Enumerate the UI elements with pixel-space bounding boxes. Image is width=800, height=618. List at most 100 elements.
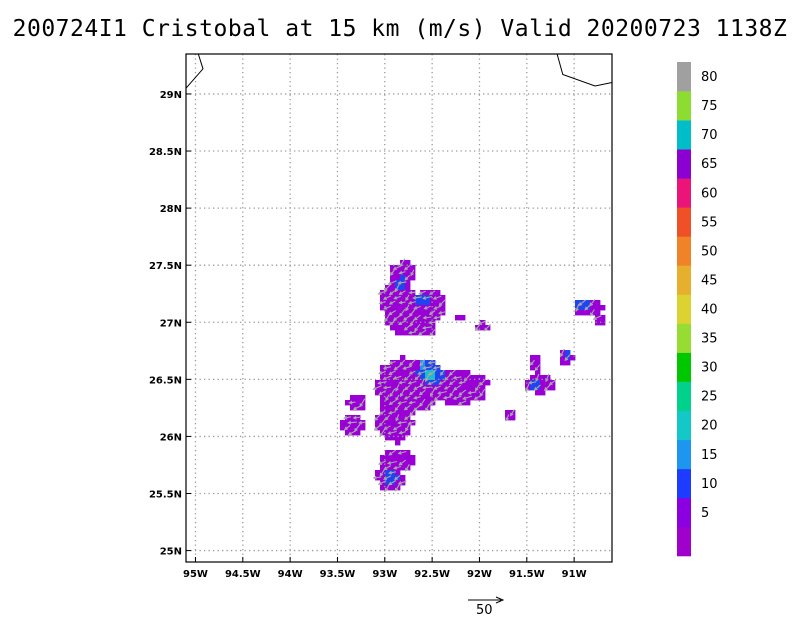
wind-arrow [474, 384, 480, 392]
wind-speed-cell [415, 310, 421, 316]
wind-arrow [433, 385, 441, 390]
wind-speed-cell [420, 320, 426, 326]
wind-arrow [395, 384, 400, 392]
wind-speed-cell [570, 355, 576, 361]
wind-arrow [529, 359, 535, 366]
wind-arrow [372, 475, 382, 480]
wind-arrow [386, 460, 398, 465]
wind-arrow [398, 300, 406, 305]
wind-speed-cell [410, 460, 416, 466]
wind-speed-cell [465, 380, 471, 386]
wind-speed-cell [560, 355, 566, 361]
wind-arrow [419, 398, 426, 407]
wind-speed-cell [400, 305, 406, 311]
wind-speed-cell [430, 325, 436, 331]
wind-speed-cell [355, 400, 361, 406]
wind-arrow [534, 364, 541, 372]
wind-speed-cell [395, 390, 401, 396]
wind-speed-cell [440, 305, 446, 311]
wind-arrow [418, 389, 426, 396]
wind-speed-cell [405, 360, 411, 366]
wind-speed-cell [530, 365, 536, 371]
wind-arrow [409, 308, 416, 317]
wind-arrow [405, 294, 410, 302]
wind-arrow [403, 395, 411, 400]
wind-speed-cell [530, 355, 536, 361]
wind-arrow [403, 324, 411, 331]
wind-arrow [429, 329, 436, 337]
wind-speed-cell [465, 390, 471, 396]
colorbar-segment [677, 410, 691, 441]
wind-speed-cell [400, 415, 406, 421]
wind-arrow [399, 359, 406, 366]
wind-speed-cell [400, 375, 406, 381]
colorbar-label: 35 [701, 332, 718, 347]
wind-speed-cell [385, 405, 391, 411]
wind-arrow [399, 258, 406, 268]
wind-speed-cell [380, 295, 386, 301]
wind-speed-cell [560, 360, 566, 366]
wind-speed-cell [410, 315, 416, 321]
wind-speed-cell [405, 285, 411, 291]
y-tick-label: 27.5N [149, 261, 182, 272]
wind-speed-cell [345, 430, 351, 436]
wind-arrow [509, 409, 515, 417]
wind-speed-cell [475, 390, 481, 396]
wind-speed-cell [375, 380, 381, 386]
wind-arrow [443, 385, 451, 390]
wind-arrow [427, 369, 437, 376]
x-tick-label: 93W [372, 569, 397, 580]
wind-arrow [388, 300, 396, 305]
wind-arrow [379, 468, 386, 477]
wind-speed-cell [460, 370, 466, 376]
wind-speed-cell [425, 310, 431, 316]
reference-vector-label: 50 [476, 603, 493, 618]
wind-speed-cell [470, 380, 476, 386]
wind-speed-cell [410, 325, 416, 331]
wind-arrow [393, 314, 402, 321]
wind-speed-cell [470, 375, 476, 381]
wind-arrow [448, 380, 456, 386]
wind-speed-cell [415, 330, 421, 336]
wind-speed-cell [440, 385, 446, 391]
wind-speed-cell [430, 375, 436, 381]
wind-speed-cell [415, 370, 421, 376]
wind-speed-cell [385, 310, 391, 316]
longitude-axis: 95W 94.5W 94W 93.5W 93W 92.5W 92W 91.5W 91W [183, 557, 587, 580]
wind-arrow [427, 360, 437, 365]
wind-speed-cell [390, 365, 396, 371]
wind-speed-cell [405, 370, 411, 376]
wind-speed-cell [390, 420, 396, 426]
wind-speed-cell [430, 305, 436, 311]
colorbar-segment [677, 120, 691, 150]
wind-arrow [378, 370, 386, 375]
wind-speed-cell [595, 305, 601, 311]
wind-speed-cell [390, 380, 396, 386]
wind-arrow [592, 315, 602, 321]
wind-speed-cell [470, 395, 476, 401]
wind-speed-cell [385, 480, 391, 486]
wind-speed-cell [395, 420, 401, 426]
wind-speed-cell [395, 275, 401, 281]
wind-speed-cell [420, 405, 426, 411]
colorbar-label: 60 [701, 186, 718, 201]
colorbar-label: 80 [701, 70, 718, 85]
wind-arrow [377, 290, 387, 296]
wind-arrow [457, 400, 467, 406]
wind-speed-cell [380, 425, 386, 431]
wind-speed-cell [425, 395, 431, 401]
wind-arrow [403, 415, 411, 420]
wind-speed-cell [440, 375, 446, 381]
wind-speed-cell [540, 385, 546, 391]
wind-speed-cell [405, 420, 411, 426]
wind-speed-cell [480, 395, 486, 401]
wind-arrow [404, 384, 411, 391]
wind-arrow [442, 395, 452, 400]
wind-arrow [379, 418, 386, 427]
wind-speed-cell [505, 410, 511, 416]
wind-speed-cell [395, 290, 401, 296]
wind-speed-cell [400, 265, 406, 271]
wind-speed-cell [400, 395, 406, 401]
wind-arrow [397, 400, 407, 405]
wind-arrow [389, 388, 396, 398]
